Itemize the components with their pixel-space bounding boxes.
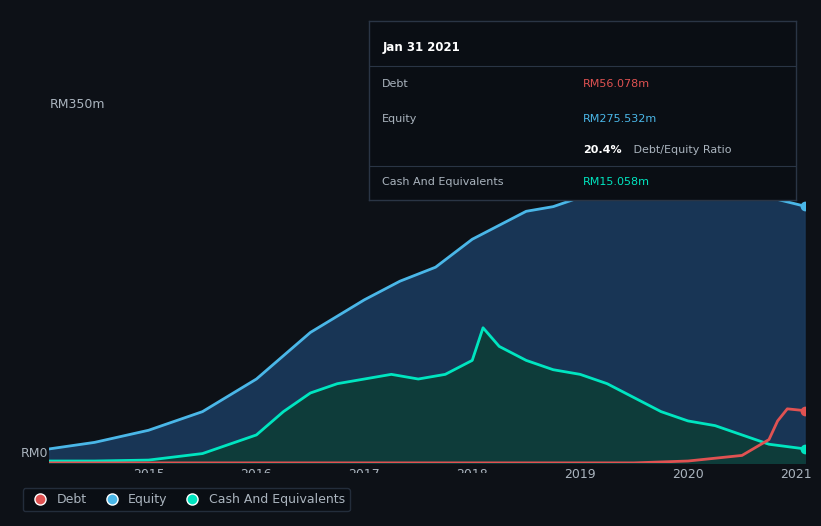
- Text: Equity: Equity: [383, 114, 418, 125]
- Text: Cash And Equivalents: Cash And Equivalents: [383, 177, 504, 187]
- Text: RM350m: RM350m: [49, 98, 105, 110]
- Text: Debt/Equity Ratio: Debt/Equity Ratio: [630, 145, 732, 155]
- Text: RM0: RM0: [21, 447, 48, 460]
- Text: RM56.078m: RM56.078m: [583, 78, 650, 89]
- Legend: Debt, Equity, Cash And Equivalents: Debt, Equity, Cash And Equivalents: [23, 488, 350, 511]
- Text: 20.4%: 20.4%: [583, 145, 621, 155]
- Text: Jan 31 2021: Jan 31 2021: [383, 42, 460, 54]
- Text: Debt: Debt: [383, 78, 409, 89]
- Text: RM275.532m: RM275.532m: [583, 114, 657, 125]
- Text: RM15.058m: RM15.058m: [583, 177, 650, 187]
